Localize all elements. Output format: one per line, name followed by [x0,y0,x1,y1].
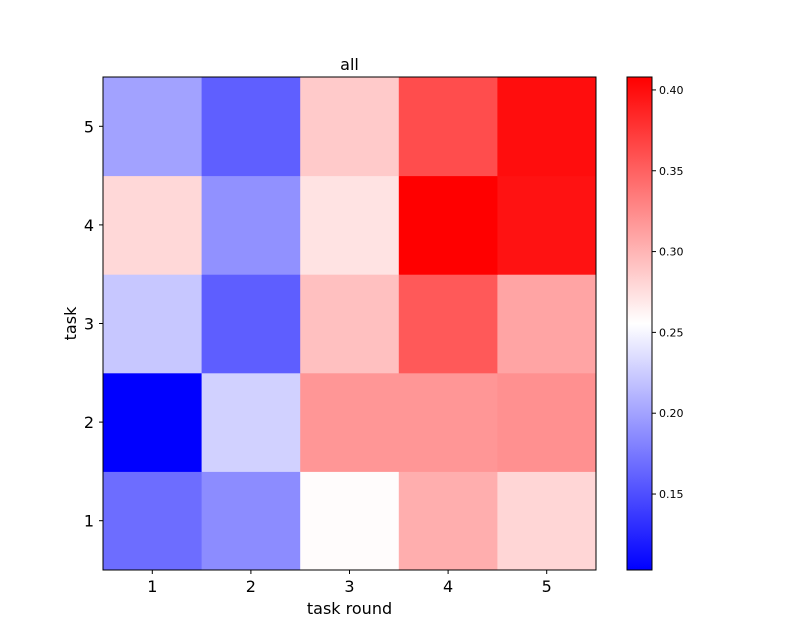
x-tick-label: 2 [246,577,256,596]
heatmap-cell-task5-round4 [398,77,498,177]
heatmap-cell-task3-round4 [398,274,498,374]
y-tick-label: 3 [84,315,94,334]
x-axis-ticks: 1 2 3 4 5 [147,570,552,596]
heatmap-cell-task3-round1 [103,274,203,374]
colorbar [626,76,653,571]
heatmap-cell-task2-round3 [300,372,400,472]
heatmap-cell-task5-round5 [497,77,597,177]
heatmap-cell-task4-round4 [398,175,498,275]
colorbar-tick-label: 0.15 [659,488,684,501]
x-tick-label: 4 [443,577,453,596]
heatmap-cell-task4-round1 [103,175,203,275]
heatmap-cell-task3-round3 [300,274,400,374]
heatmap-cell-task1-round5 [497,471,597,571]
chart-title: all [340,55,359,74]
heatmap-cell-task2-round4 [398,372,498,472]
colorbar-tick-label: 0.25 [659,326,684,339]
heatmap-cell-task3-round2 [201,274,301,374]
heatmap-cell-task2-round2 [201,372,301,472]
heatmap-cell-task1-round3 [300,471,400,571]
heatmap-cell-task2-round5 [497,372,597,472]
x-tick-label: 1 [147,577,157,596]
y-tick-label: 4 [84,216,94,235]
heatmap-cell-task1-round4 [398,471,498,571]
colorbar-tick-label: 0.30 [659,246,684,259]
heatmap-cell-task4-round5 [497,175,597,275]
x-axis-label: task round [307,599,392,618]
heatmap-cell-task4-round3 [300,175,400,275]
heatmap-cell-task3-round5 [497,274,597,374]
y-tick-label: 5 [84,117,94,136]
heatmap-cell-task5-round2 [201,77,301,177]
heatmap-cell-task5-round3 [300,77,400,177]
colorbar-ticks: 0.15 0.20 0.25 0.30 0.35 0.40 [652,84,684,501]
heatmap-cell-task5-round1 [103,77,203,177]
colorbar-tick-label: 0.20 [659,407,684,420]
y-axis-label: task [61,306,80,340]
colorbar-tick-label: 0.35 [659,165,684,178]
heatmap-cell-task2-round1 [103,372,203,472]
y-tick-label: 2 [84,413,94,432]
heatmap-cells [103,77,597,571]
colorbar-tick-label: 0.40 [659,84,684,97]
heatmap-cell-task4-round2 [201,175,301,275]
heatmap-cell-task1-round1 [103,471,203,571]
x-tick-label: 3 [344,577,354,596]
y-tick-label: 1 [84,512,94,531]
y-axis-ticks: 1 2 3 4 5 [84,117,103,531]
x-tick-label: 5 [542,577,552,596]
heatmap-cell-task1-round2 [201,471,301,571]
